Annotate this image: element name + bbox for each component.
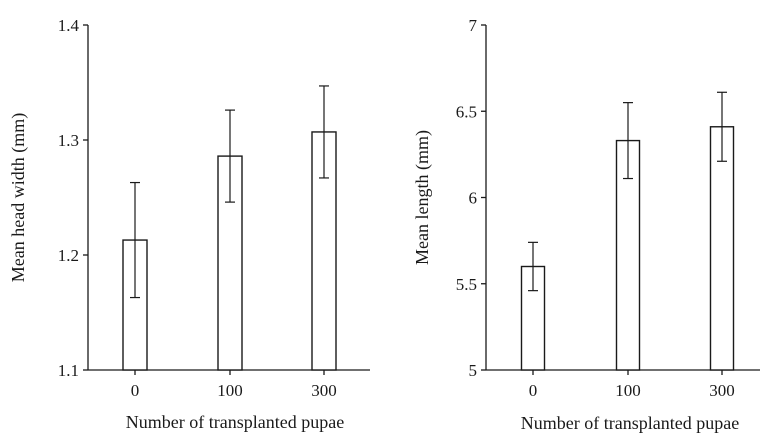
bar: [311, 131, 337, 371]
chart-2: 5 5.5 6 6.5 7 0 100 300 Mean length (mm) Number o…: [412, 16, 760, 433]
y-tick-label: 1.1: [58, 361, 79, 380]
y-tick-label: 5: [469, 361, 478, 380]
x-tick-label: 0: [529, 381, 538, 400]
bar: [709, 126, 735, 371]
y-tick-label: 7: [469, 16, 478, 35]
y-tick-label: 6.5: [456, 102, 477, 121]
y-axis-title: Mean head width (mm): [8, 113, 29, 282]
y-tick-label: 1.4: [58, 16, 80, 35]
x-tick-label: 0: [131, 381, 140, 400]
y-tick-label: 1.3: [58, 131, 79, 150]
x-tick-label: 100: [615, 381, 641, 400]
x-tick-label: 300: [311, 381, 337, 400]
y-tick-label: 5.5: [456, 275, 477, 294]
x-axis-title: Number of transplanted pupae: [126, 412, 344, 432]
y-tick-label: 6: [469, 189, 478, 208]
x-axis-title: Number of transplanted pupae: [521, 413, 739, 433]
y-tick-label: 1.2: [58, 246, 79, 265]
x-tick-label: 100: [217, 381, 243, 400]
chart-1: 1.1 1.2 1.3 1.4 0 100 300 Mean head width (mm) N…: [8, 16, 370, 432]
y-axis-title: Mean length (mm): [412, 130, 433, 265]
x-tick-label: 300: [709, 381, 735, 400]
